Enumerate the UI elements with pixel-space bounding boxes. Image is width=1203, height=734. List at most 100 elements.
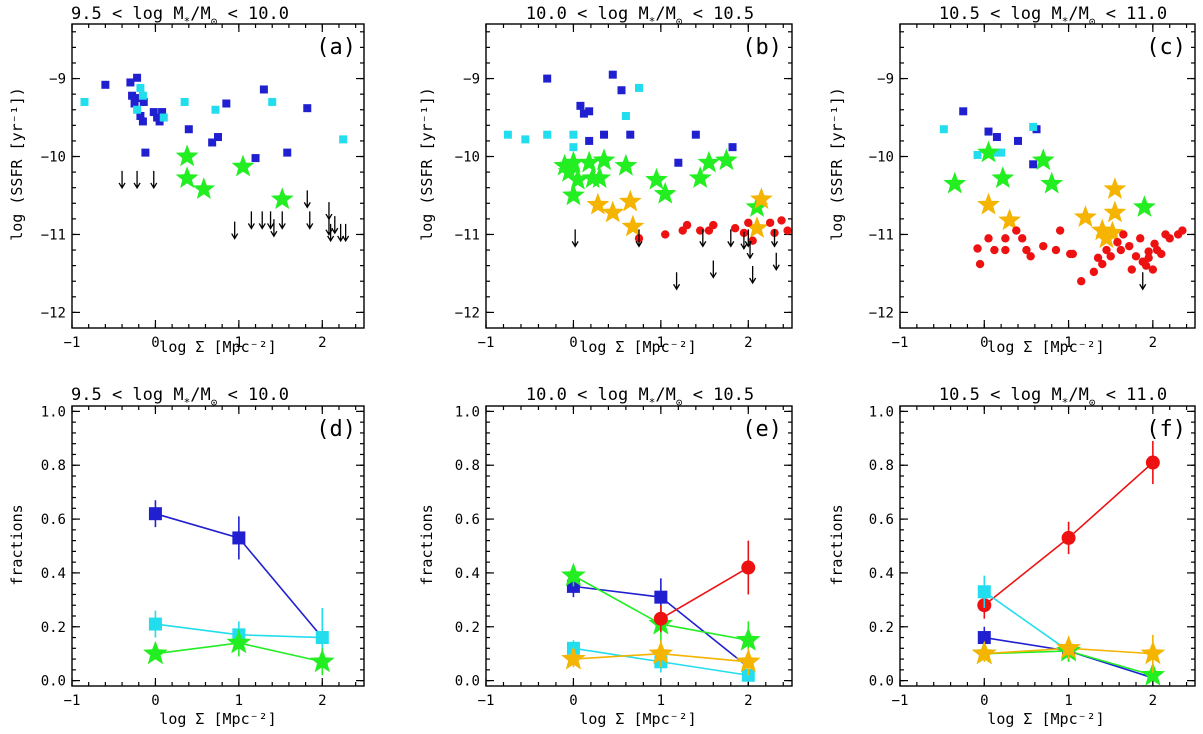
panel-b-blue-point [728,143,737,152]
panel-b-cyan-point [569,130,578,139]
panel-d-ytick-label: 1.0 [41,404,66,420]
panel-c-upper_limits-point [1139,272,1147,291]
panel-c-cyan-point [973,150,982,159]
panel-b-green-point [577,150,601,173]
panel-b-ytick-label: −9 [463,72,480,88]
panel-b-ytick-label: −11 [455,227,480,243]
panel-a-cyan-point [80,97,89,106]
panel-c-blue-point [992,133,1001,142]
panel-a-ytick-label: −9 [49,72,66,88]
panel-d-label: (d) [316,417,356,442]
panel-a-ylabel: log (SSFR [yr⁻¹]) [8,87,26,241]
panel-b-blue-point [543,74,552,83]
panel-c-red-point [984,234,993,243]
panel-b-upper_limits-point [673,272,681,291]
panel-d: 9.5 < log M*/M⊙ < 10.0 (d) log Σ [Mpc⁻²]… [8,385,365,728]
panel-c-red-point [1018,234,1027,243]
panel-a-upper_limits-point [303,190,311,209]
panel-c-red-point [1178,226,1187,235]
panel-d-green-point [226,629,252,654]
panel-e-label: (e) [742,417,782,442]
panel-a-blue-point [139,97,148,106]
panel-c-orange-point [1103,177,1127,199]
panel-d-green-point [309,648,335,673]
panel-a-upper_limits-point [306,211,314,230]
panel-a-blue-point [303,104,312,113]
panel-c-green-point [1031,148,1055,171]
panel-b-red-point [744,218,753,227]
panel-c-red-point [1116,245,1126,255]
panel-a-title: 9.5 < log M*/M⊙ < 10.0 [71,4,289,28]
panel-a-xtick-label: −1 [64,335,81,351]
panel-a-cyan-point [339,135,348,144]
panel-c-xlabel: log Σ [Mpc⁻²] [987,338,1104,356]
panel-c-red-point [1127,265,1136,274]
panel-a: 9.5 < log M*/M⊙ < 10.0 (a) log Σ [Mpc⁻²]… [8,4,365,356]
panel-f-frame [899,405,1196,687]
panel-b-xlabel: log Σ [Mpc⁻²] [579,338,696,356]
panel-c-orange-point [1095,226,1118,249]
panel-e-xtick-label: 0 [569,693,577,709]
panel-c-red-point [1098,259,1107,269]
panel-f-ytick-label: 0.6 [869,512,894,528]
panel-b-upper_limits-point [699,229,707,248]
panel-b-upper_limits-point [571,229,579,248]
panel-a-upper_limits-point [118,170,126,190]
panel-f-green-point [1140,662,1166,686]
panel-f: 10.5 < log M*/M⊙ < 11.0 (f) log Σ [Mpc⁻²… [828,385,1196,728]
panel-b-green-point [697,150,721,173]
panel-a-frame [71,23,365,329]
panel-a-blue-point [134,94,143,103]
panel-e-green-point [735,627,761,651]
panel-f-red-point [1145,455,1160,470]
panel-c-cyan-point [992,148,1001,157]
panel-d-xtick-label: −1 [64,693,81,709]
panel-c-red-point [1068,249,1077,259]
panel-b-ylabel: log (SSFR [yr⁻¹]) [418,87,436,241]
panel-a-cyan-point [159,113,168,122]
panel-a-upper_limits-point [267,211,275,230]
panel-d-ytick-label: 0.0 [41,674,66,690]
panel-b-red-point [765,218,775,227]
panel-f-ytick-label: 0.4 [869,566,894,582]
panel-b-orange-point [750,187,773,210]
panel-b-upper_limits-point [746,241,754,260]
panel-a-green-point [175,144,199,167]
panel-a-upper_limits-point [325,202,333,221]
panel-f-xtick-label: 2 [1149,693,1157,709]
panel-a-xtick-label: 0 [151,335,159,351]
panel-e-red-point [653,611,668,626]
panel-b-cyan-point [521,135,530,144]
panel-a-blue-point [141,148,150,157]
panel-c-red-point [1055,226,1065,235]
panel-b-green-point [566,167,590,190]
panel-a-xtick-label: 2 [318,335,326,351]
panel-c: 10.5 < log M*/M⊙ < 11.0 (c) log Σ [Mpc⁻²… [828,4,1196,356]
panel-c-red-point [1144,247,1153,256]
panel-b-upper_limits-point [709,260,717,279]
panel-a-blue-point [101,80,110,89]
panel-c-ytick-label: −12 [869,305,894,321]
panel-a-plot-area [80,73,350,243]
panel-c-xtick-label: 2 [1149,335,1157,351]
panel-f-ytick-label: 0.0 [869,674,894,690]
panel-b-green-point [562,150,585,173]
panel-c-green-point [977,140,1000,163]
panel-b-cyan-point [503,130,512,139]
panel-a-cyan-point [138,91,147,100]
panel-d-blue-point [232,531,246,545]
panel-d-ytick-label: 0.6 [41,512,66,528]
panel-b-green-point [715,148,738,171]
panel-c-green-point [1133,195,1156,217]
panel-a-ytick-label: −10 [41,150,66,166]
panel-b-upper_limits-point [770,229,779,248]
panel-b-xtick-label: 1 [657,335,665,351]
panel-b-title: 10.0 < log M*/M⊙ < 10.5 [526,4,754,28]
panel-c-red-point [1113,238,1122,247]
panel-c-title: 10.5 < log M*/M⊙ < 11.0 [939,4,1167,28]
panel-c-red-point [1026,252,1035,261]
panel-b-orange-point [621,214,645,237]
panel-f-plot-area [971,441,1166,686]
panel-a-upper_limits-point [133,170,141,190]
panel-b-green-point [614,153,638,176]
